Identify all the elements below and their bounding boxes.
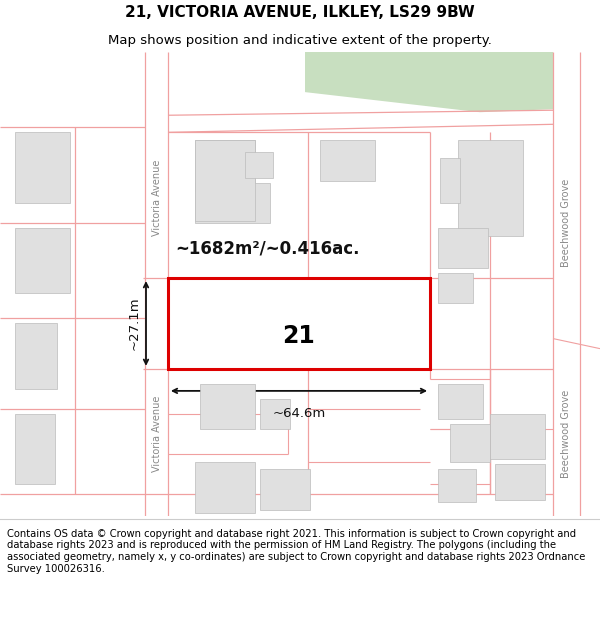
Bar [240, 301, 295, 337]
Text: 21, VICTORIA AVENUE, ILKLEY, LS29 9BW: 21, VICTORIA AVENUE, ILKLEY, LS29 9BW [125, 6, 475, 21]
Bar [195, 141, 255, 191]
Text: 21: 21 [283, 324, 316, 348]
Text: Victoria Avenue: Victoria Avenue [151, 396, 161, 472]
Bar [438, 384, 483, 419]
Bar [195, 141, 255, 221]
Bar [195, 462, 255, 512]
Bar [200, 384, 255, 429]
Text: ~1682m²/~0.416ac.: ~1682m²/~0.416ac. [175, 239, 359, 257]
Polygon shape [305, 52, 600, 112]
Bar [450, 424, 490, 462]
Bar [458, 141, 523, 236]
Text: Beechwood Grove: Beechwood Grove [561, 390, 571, 478]
Text: Contains OS data © Crown copyright and database right 2021. This information is : Contains OS data © Crown copyright and d… [7, 529, 586, 574]
Bar [490, 414, 545, 459]
Bar [320, 141, 375, 181]
Bar [553, 52, 600, 516]
Bar [195, 182, 270, 223]
Bar [15, 228, 70, 293]
Bar [438, 469, 476, 501]
Text: ~27.1m: ~27.1m [128, 297, 141, 350]
Bar [438, 228, 488, 268]
Bar [15, 414, 55, 484]
Text: Victoria Avenue: Victoria Avenue [151, 159, 161, 236]
Bar [15, 132, 70, 202]
Bar [438, 273, 473, 303]
Text: ~64.6m: ~64.6m [272, 407, 326, 420]
Bar [145, 52, 168, 516]
Bar [15, 324, 57, 389]
Bar [495, 464, 545, 499]
Bar [440, 158, 460, 202]
Bar [260, 399, 290, 429]
Bar [260, 469, 310, 509]
Text: Beechwood Grove: Beechwood Grove [561, 179, 571, 267]
Text: Map shows position and indicative extent of the property.: Map shows position and indicative extent… [108, 34, 492, 47]
Bar [210, 288, 290, 324]
Bar [245, 152, 273, 178]
Bar [168, 278, 430, 369]
